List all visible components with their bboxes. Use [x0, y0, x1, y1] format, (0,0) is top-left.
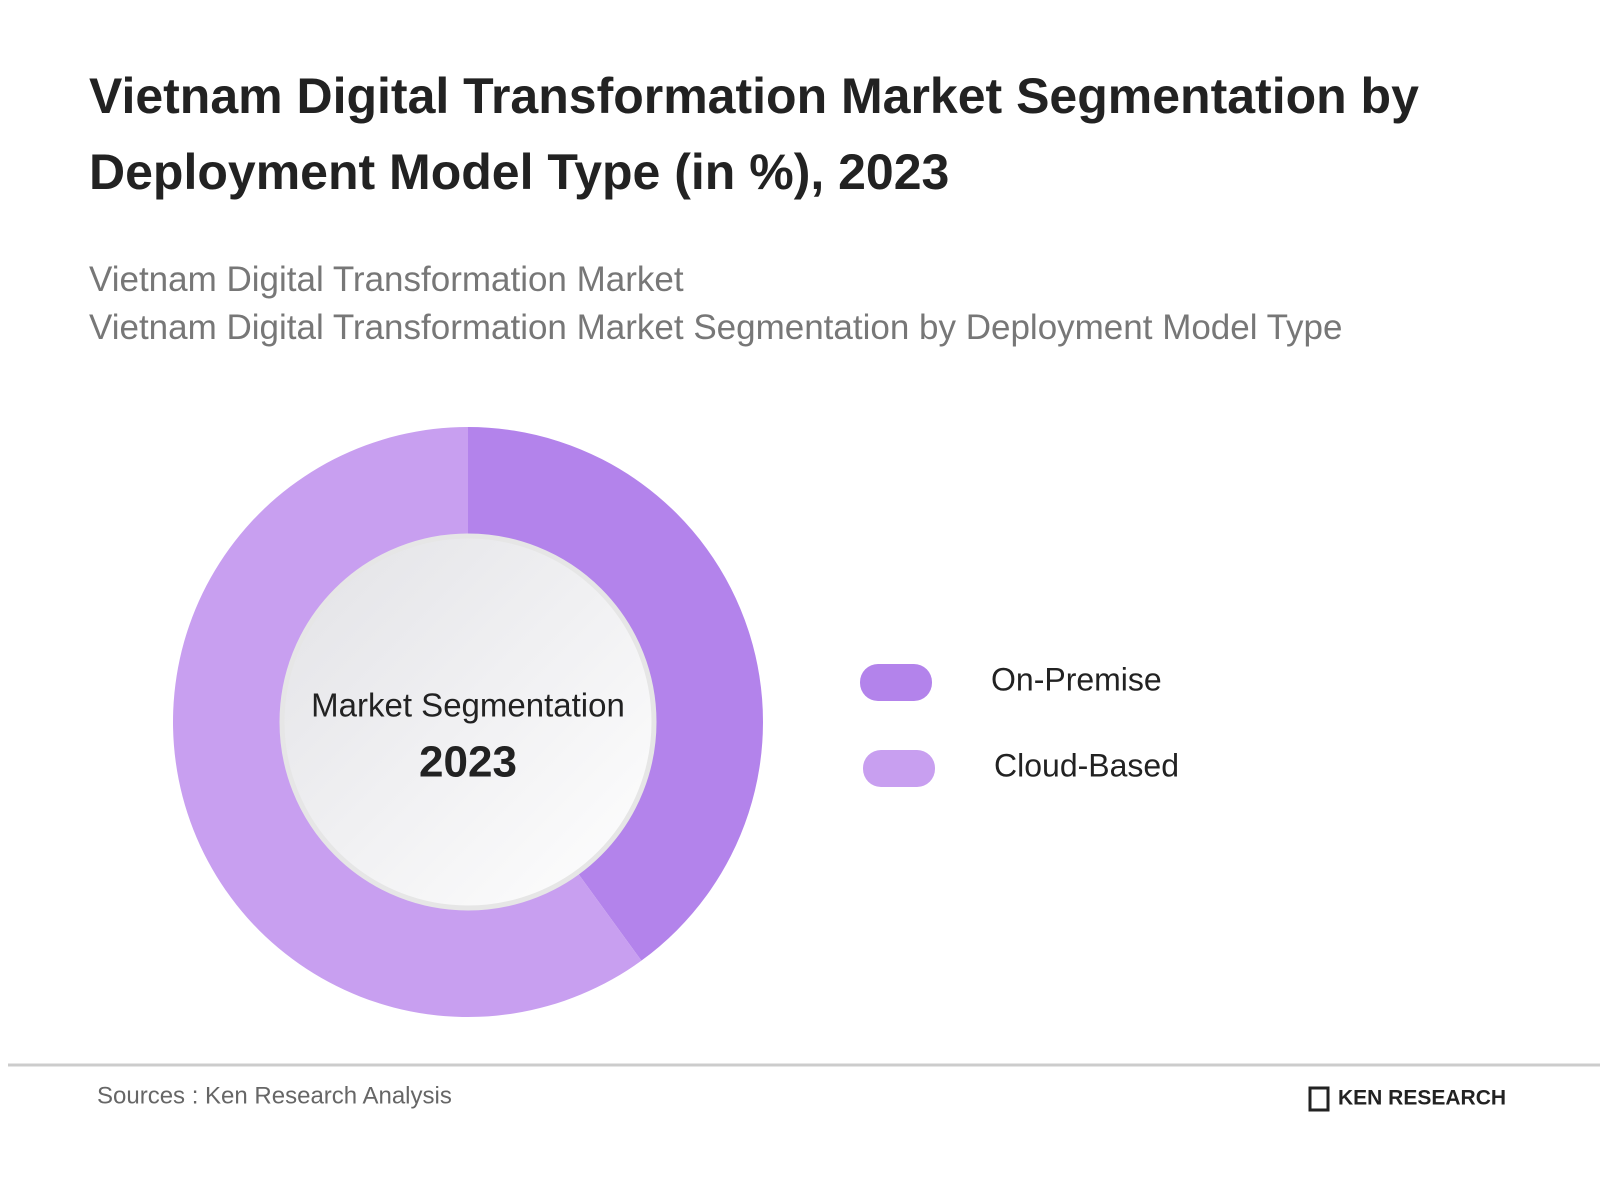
brand-logo [1308, 1086, 1330, 1112]
legend-label: On-Premise [991, 661, 1162, 697]
legend: On-Premise Cloud-Based [860, 661, 1179, 787]
legend-swatch [863, 750, 935, 787]
legend-label: Cloud-Based [994, 747, 1179, 783]
chart-title: Vietnam Digital Transformation Market Se… [89, 68, 1419, 200]
subtitle: Vietnam Digital Transformation Market [89, 260, 684, 299]
legend-swatch [860, 664, 932, 701]
center-label: Market Segmentation [311, 687, 625, 724]
center-year: 2023 [419, 738, 517, 787]
donut-center [279, 533, 657, 911]
brand: KEN RESEARCH [1338, 1087, 1506, 1110]
source: Sources : Ken Research Analysis [97, 1082, 452, 1109]
subtitle: Vietnam Digital Transformation Market Se… [89, 308, 1343, 347]
